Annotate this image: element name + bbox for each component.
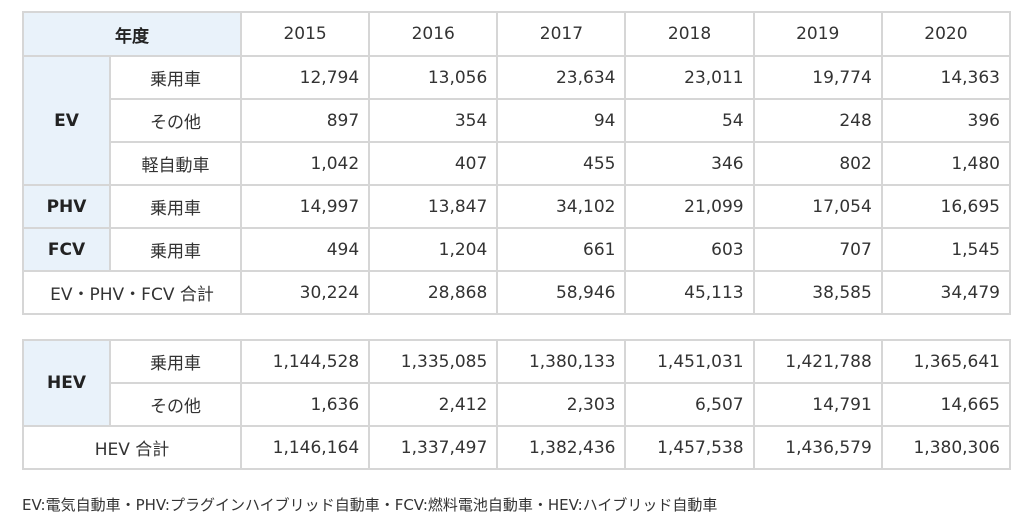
total-cell: 1,436,579 bbox=[752, 425, 883, 470]
value-cell: 396 bbox=[880, 98, 1012, 143]
total-cell: 58,946 bbox=[496, 270, 627, 315]
value-cell: 1,335,085 bbox=[368, 339, 499, 384]
value-cell: 1,421,788 bbox=[752, 339, 883, 384]
value-cell: 6,507 bbox=[624, 382, 755, 427]
value-cell: 16,695 bbox=[880, 184, 1012, 229]
value-cell: 13,847 bbox=[368, 184, 499, 229]
value-cell: 407 bbox=[368, 141, 499, 186]
value-cell: 23,634 bbox=[496, 55, 627, 100]
total-row: EV・PHV・FCV 合計 30,224 28,868 58,946 45,11… bbox=[22, 270, 1012, 315]
subcategory-cell: その他 bbox=[109, 98, 242, 143]
total-cell: 1,457,538 bbox=[624, 425, 755, 470]
value-cell: 1,451,031 bbox=[624, 339, 755, 384]
value-cell: 1,636 bbox=[239, 382, 371, 427]
value-cell: 1,365,641 bbox=[880, 339, 1012, 384]
value-cell: 802 bbox=[752, 141, 883, 186]
category-ev: EV bbox=[22, 55, 111, 186]
value-cell: 14,665 bbox=[880, 382, 1012, 427]
value-cell: 14,997 bbox=[239, 184, 371, 229]
value-cell: 19,774 bbox=[752, 55, 883, 100]
value-cell: 54 bbox=[624, 98, 755, 143]
subcategory-cell: 乗用車 bbox=[109, 55, 242, 100]
subcategory-cell: その他 bbox=[109, 382, 242, 427]
table-row: その他 1,636 2,412 2,303 6,507 14,791 14,66… bbox=[23, 382, 1012, 427]
year-cell: 2016 bbox=[368, 11, 499, 57]
table-row: HEV 乗用車 1,144,528 1,335,085 1,380,133 1,… bbox=[22, 339, 1012, 427]
value-cell: 2,412 bbox=[368, 382, 499, 427]
value-cell: 23,011 bbox=[624, 55, 755, 100]
value-cell: 897 bbox=[239, 98, 371, 143]
table-row: その他 897 354 94 54 248 396 bbox=[23, 98, 1012, 143]
value-cell: 1,380,133 bbox=[496, 339, 627, 384]
year-cell: 2019 bbox=[752, 11, 883, 57]
total-cell: 1,380,306 bbox=[880, 425, 1012, 470]
value-cell: 94 bbox=[496, 98, 627, 143]
year-cell: 2017 bbox=[496, 11, 627, 57]
value-cell: 1,144,528 bbox=[239, 339, 371, 384]
table-row: FCV 乗用車 494 1,204 661 603 707 1,545 bbox=[22, 227, 1012, 272]
value-cell: 34,102 bbox=[496, 184, 627, 229]
total-cell: 30,224 bbox=[239, 270, 371, 315]
total-cell: 38,585 bbox=[752, 270, 883, 315]
total-label: HEV 合計 bbox=[22, 425, 242, 470]
hev-table: HEV 乗用車 1,144,528 1,335,085 1,380,133 1,… bbox=[22, 339, 1012, 470]
value-cell: 21,099 bbox=[624, 184, 755, 229]
total-cell: 28,868 bbox=[368, 270, 499, 315]
ev-phv-fcv-table: 年度 2015 2016 2017 2018 2019 2020 EV 乗用車 … bbox=[22, 11, 1012, 315]
value-cell: 2,303 bbox=[496, 382, 627, 427]
value-cell: 354 bbox=[368, 98, 499, 143]
total-cell: 45,113 bbox=[624, 270, 755, 315]
value-cell: 603 bbox=[624, 227, 755, 272]
value-cell: 1,204 bbox=[368, 227, 499, 272]
value-cell: 17,054 bbox=[752, 184, 883, 229]
subcategory-cell: 乗用車 bbox=[109, 184, 242, 229]
subcategory-cell: 乗用車 bbox=[109, 227, 242, 272]
category-phv: PHV bbox=[22, 184, 111, 229]
value-cell: 1,042 bbox=[239, 141, 371, 186]
total-cell: 34,479 bbox=[880, 270, 1012, 315]
value-cell: 1,480 bbox=[880, 141, 1012, 186]
value-cell: 346 bbox=[624, 141, 755, 186]
year-cell: 2018 bbox=[624, 11, 755, 57]
table-row: EV 乗用車 12,794 13,056 23,634 23,011 19,77… bbox=[22, 55, 1012, 186]
category-fcv: FCV bbox=[22, 227, 111, 272]
total-cell: 1,337,497 bbox=[368, 425, 499, 470]
total-cell: 1,382,436 bbox=[496, 425, 627, 470]
subcategory-cell: 乗用車 bbox=[109, 339, 242, 384]
value-cell: 13,056 bbox=[368, 55, 499, 100]
footnote: EV:電気自動車・PHV:プラグインハイブリッド自動車・FCV:燃料電池自動車・… bbox=[22, 496, 718, 514]
year-header: 年度 bbox=[22, 11, 242, 57]
total-row: HEV 合計 1,146,164 1,337,497 1,382,436 1,4… bbox=[22, 425, 1012, 470]
value-cell: 707 bbox=[752, 227, 883, 272]
value-cell: 1,545 bbox=[880, 227, 1012, 272]
subcategory-cell: 軽自動車 bbox=[109, 141, 242, 186]
total-label: EV・PHV・FCV 合計 bbox=[22, 270, 242, 315]
value-cell: 12,794 bbox=[239, 55, 371, 100]
table-row: PHV 乗用車 14,997 13,847 34,102 21,099 17,0… bbox=[22, 184, 1012, 229]
total-cell: 1,146,164 bbox=[239, 425, 371, 470]
value-cell: 494 bbox=[239, 227, 371, 272]
value-cell: 14,363 bbox=[880, 55, 1012, 100]
year-cell: 2020 bbox=[880, 11, 1012, 57]
value-cell: 248 bbox=[752, 98, 883, 143]
year-cell: 2015 bbox=[239, 11, 371, 57]
value-cell: 14,791 bbox=[752, 382, 883, 427]
category-hev: HEV bbox=[22, 339, 111, 427]
value-cell: 661 bbox=[496, 227, 627, 272]
table-row: 軽自動車 1,042 407 455 346 802 1,480 bbox=[23, 141, 1012, 186]
value-cell: 455 bbox=[496, 141, 627, 186]
header-row: 年度 2015 2016 2017 2018 2019 2020 bbox=[22, 11, 1012, 57]
